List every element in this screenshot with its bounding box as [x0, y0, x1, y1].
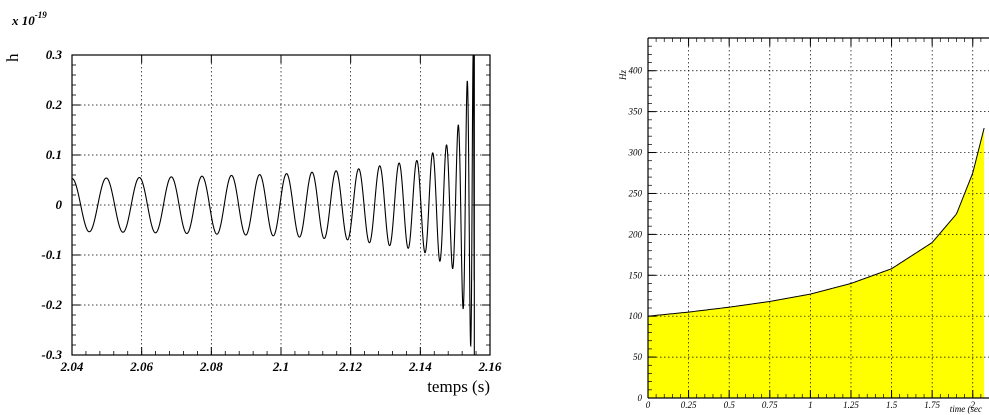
waveform-line [72, 54, 490, 355]
y-multiplier-text: x 10 [11, 13, 35, 28]
y-tick-label: 0 [56, 197, 63, 212]
x-tick-label: 0.5 [724, 400, 736, 410]
x-tick-label: 2.04 [60, 359, 84, 374]
waveform-chart: x 10-19 h temps (s) -0.3 -0.2 -0.1 0 0.1 0.2 0… [3, 10, 502, 396]
x-tick-label: 0.75 [762, 400, 778, 410]
x-tick-label: 1.75 [924, 400, 940, 410]
x-tick-label: 0 [646, 400, 651, 410]
y-tick-label: 0.3 [46, 47, 63, 62]
y-tick-label: -0.3 [41, 347, 62, 362]
frequency-chart: Hz time (sec 0 50 100 150 200 250 300 350 400 0 0.… [618, 37, 989, 414]
y-tick-label: 400 [629, 66, 643, 76]
y-axis-label: Hz [618, 70, 628, 81]
x-axis-label: time (sec [950, 404, 982, 414]
y-tick-label: 100 [629, 311, 643, 321]
x-tick-label: 2 [971, 400, 976, 410]
y-tick-label: 0.1 [46, 147, 62, 162]
x-tick-label: 2.12 [338, 359, 362, 374]
y-exponent-text: -19 [35, 10, 47, 20]
y-tick-label: 350 [628, 107, 643, 117]
y-tick-label: 250 [629, 188, 643, 198]
x-tick-label: 2.08 [199, 359, 223, 374]
frequency-line [647, 127, 985, 317]
y-tick-label: 200 [629, 229, 643, 239]
x-axis-label: temps (s) [427, 377, 490, 396]
y-tick-label: 150 [629, 270, 643, 280]
y-tick-label: 0.2 [46, 97, 63, 112]
frequency-area [648, 128, 985, 398]
x-tick-label: 2.06 [129, 359, 153, 374]
y-tick-label: 0 [638, 393, 643, 403]
x-tick-label: 2.16 [478, 359, 502, 374]
y-tick-label: 50 [633, 352, 643, 362]
y-tick-label: -0.1 [41, 247, 62, 262]
x-tick-label: 1.5 [886, 400, 898, 410]
x-tick-label: 1.25 [843, 400, 859, 410]
x-tick-label: 1 [808, 400, 813, 410]
y-axis-label: h [3, 53, 22, 62]
y-multiplier-label: x 10-19 [11, 10, 47, 28]
x-tick-label: 2.1 [272, 359, 289, 374]
x-tick-label: 0.25 [681, 400, 697, 410]
y-tick-label: -0.2 [41, 297, 62, 312]
x-tick-label: 2.14 [408, 359, 432, 374]
y-tick-label: 300 [628, 148, 643, 158]
